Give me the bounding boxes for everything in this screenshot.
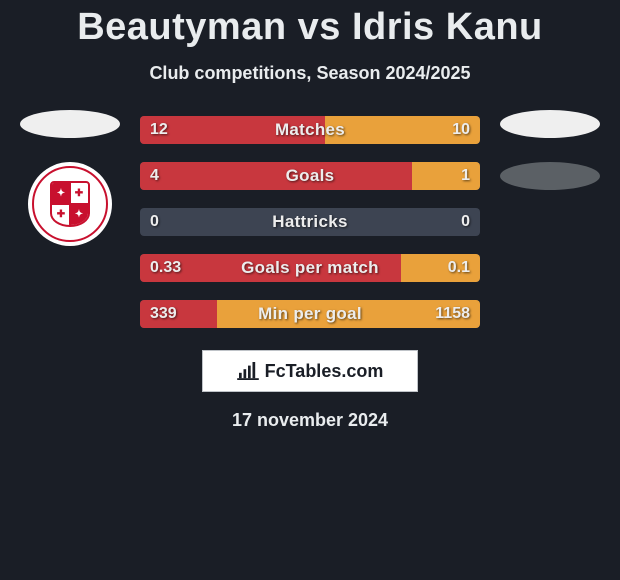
right-player-column xyxy=(490,110,610,214)
stat-bars: 1210Matches 41Goals 00Hattricks 0.330.1Goal… xyxy=(140,116,480,328)
stat-row: 41Goals xyxy=(140,162,480,190)
stat-row: 00Hattricks xyxy=(140,208,480,236)
stat-label: Goals per match xyxy=(140,254,480,282)
subtitle: Club competitions, Season 2024/2025 xyxy=(0,63,620,84)
right-name-ellipse-bottom xyxy=(500,162,600,190)
comparison-infographic: Beautyman vs Idris Kanu Club competition… xyxy=(0,0,620,580)
stat-label: Min per goal xyxy=(140,300,480,328)
stat-row: 3391158Min per goal xyxy=(140,300,480,328)
date-label: 17 november 2024 xyxy=(0,410,620,431)
stat-row: 1210Matches xyxy=(140,116,480,144)
crest-quarter-icon: ✚ xyxy=(52,204,70,225)
crest-shield: ✦ ✚ ✚ ✦ xyxy=(50,181,90,227)
stat-label: Matches xyxy=(140,116,480,144)
brand-box: FcTables.com xyxy=(202,350,418,392)
brand-text: FcTables.com xyxy=(265,361,384,382)
left-team-crest: ✦ ✚ ✚ ✦ xyxy=(28,162,112,246)
right-name-ellipse-top xyxy=(500,110,600,138)
crest-quarter-icon: ✚ xyxy=(70,183,88,204)
content-area: ✦ ✚ ✚ ✦ 1210Matches 41Goals 00Hattricks 0.3… xyxy=(0,116,620,431)
bar-chart-icon xyxy=(237,362,259,380)
stat-label: Goals xyxy=(140,162,480,190)
left-name-ellipse xyxy=(20,110,120,138)
crest-quarter-icon: ✦ xyxy=(70,204,88,225)
left-player-column: ✦ ✚ ✚ ✦ xyxy=(10,110,130,246)
stat-label: Hattricks xyxy=(140,208,480,236)
crest-quarter-icon: ✦ xyxy=(52,183,70,204)
page-title: Beautyman vs Idris Kanu xyxy=(0,0,620,49)
stat-row: 0.330.1Goals per match xyxy=(140,254,480,282)
